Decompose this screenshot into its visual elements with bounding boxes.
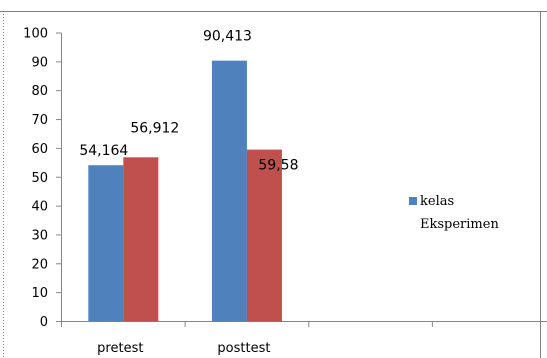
- x-category-label: pretest: [97, 341, 143, 356]
- legend-swatch-kelas-eksperimen: [409, 197, 417, 205]
- data-label: 54,164: [79, 143, 128, 159]
- data-label: 56,912: [130, 120, 179, 136]
- bar-series-1-posttest: [211, 60, 247, 322]
- bar-series-2-posttest: [246, 149, 282, 322]
- data-label: 59,58: [258, 158, 298, 174]
- y-tick-label: 90: [31, 55, 48, 70]
- y-tick-label: 70: [31, 113, 48, 128]
- y-tick-label: 20: [31, 257, 48, 272]
- y-tick-label: 100: [23, 27, 48, 42]
- data-label-group: 54,164 90,413 56,912 59,58: [79, 29, 298, 174]
- bar-series-group: [88, 60, 282, 322]
- y-tick-label: 40: [31, 200, 48, 215]
- y-tick-label: 10: [31, 286, 48, 301]
- y-tick-label: 50: [31, 171, 48, 186]
- y-tick-label: 30: [31, 228, 48, 243]
- x-axis-ticks: [61, 321, 433, 327]
- y-tick-label: 60: [31, 142, 48, 157]
- bar-series-1-pretest: [88, 165, 124, 322]
- legend: kelas Eksperimen: [409, 194, 499, 232]
- bar-series-2-pretest: [123, 157, 159, 322]
- x-category-label: posttest: [217, 341, 270, 356]
- y-tick-label: 80: [31, 84, 48, 99]
- y-tick-label: 0: [40, 315, 48, 330]
- legend-label-line-1: kelas: [420, 194, 454, 209]
- y-axis-ticks: 0 10 20 30 40 50 60 70 80 90 100: [23, 27, 62, 330]
- legend-label-line-2: Eksperimen: [420, 217, 499, 232]
- category-label-group: pretest posttest: [97, 341, 270, 356]
- data-label: 90,413: [203, 29, 252, 45]
